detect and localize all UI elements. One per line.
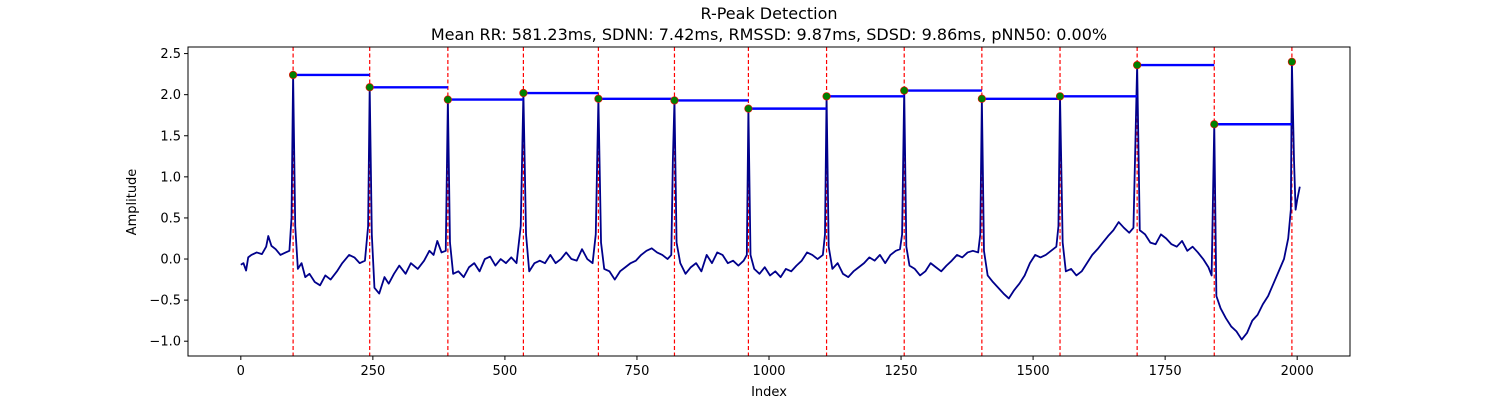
ecg-signal	[240, 60, 1301, 341]
chart-title: R-Peak Detection	[700, 4, 837, 23]
peak-marker-13	[1210, 120, 1219, 129]
chart-subtitle: Mean RR: 581.23ms, SDNN: 7.42ms, RMSSD: …	[431, 25, 1107, 44]
y-tick-label: −1.0	[149, 335, 181, 350]
peak-marker-5	[594, 94, 603, 103]
x-axis-ticks: 0 250 500 750 1000 1250 1500 1750 2000	[237, 356, 1314, 379]
x-tick-label: 250	[360, 364, 385, 379]
peak-marker-1	[289, 70, 298, 80]
peak-marker-7	[744, 104, 753, 113]
x-tick-label: 0	[237, 364, 245, 379]
peak-marker-6	[670, 96, 679, 105]
peak-marker-10	[977, 94, 986, 103]
y-tick-label: 0.0	[160, 253, 181, 268]
x-tick-label: 1500	[1017, 364, 1050, 379]
peak-lines	[292, 47, 1293, 356]
y-tick-label: 0.5	[160, 211, 181, 226]
plot-frame	[187, 46, 1351, 357]
x-tick-label: 2000	[1281, 364, 1314, 379]
peak-markers	[289, 57, 1296, 129]
y-tick-label: −0.5	[149, 294, 181, 309]
peak-marker-9	[900, 86, 909, 95]
x-tick-label: 1000	[752, 364, 785, 379]
peak-marker-11	[1055, 92, 1065, 101]
peak-marker-8	[822, 92, 831, 101]
peak-marker-12	[1133, 60, 1142, 70]
ecg-signal-line	[240, 60, 1301, 341]
y-tick-label: 1.5	[160, 129, 181, 144]
peak-marker-4	[519, 88, 528, 98]
plot-area	[187, 46, 1351, 357]
peak-marker-2	[365, 83, 374, 92]
x-tick-label: 500	[492, 364, 517, 379]
peak-marker-14	[1287, 57, 1296, 66]
y-tick-label: 1.0	[160, 170, 181, 185]
y-tick-label: 2.5	[160, 47, 181, 62]
x-axis-label: Index	[751, 385, 787, 400]
peak-marker-3	[443, 95, 452, 104]
x-tick-label: 1750	[1149, 364, 1182, 379]
y-axis-ticks: −1.0 −0.5 0.0 0.5 1.0 1.5 2.0 2.5	[149, 47, 188, 350]
y-tick-label: 2.0	[160, 88, 181, 103]
rr-interval-segments	[293, 63, 1292, 126]
y-axis-label: Amplitude	[125, 169, 140, 236]
x-tick-label: 750	[625, 364, 650, 379]
x-tick-label: 1250	[884, 364, 917, 379]
